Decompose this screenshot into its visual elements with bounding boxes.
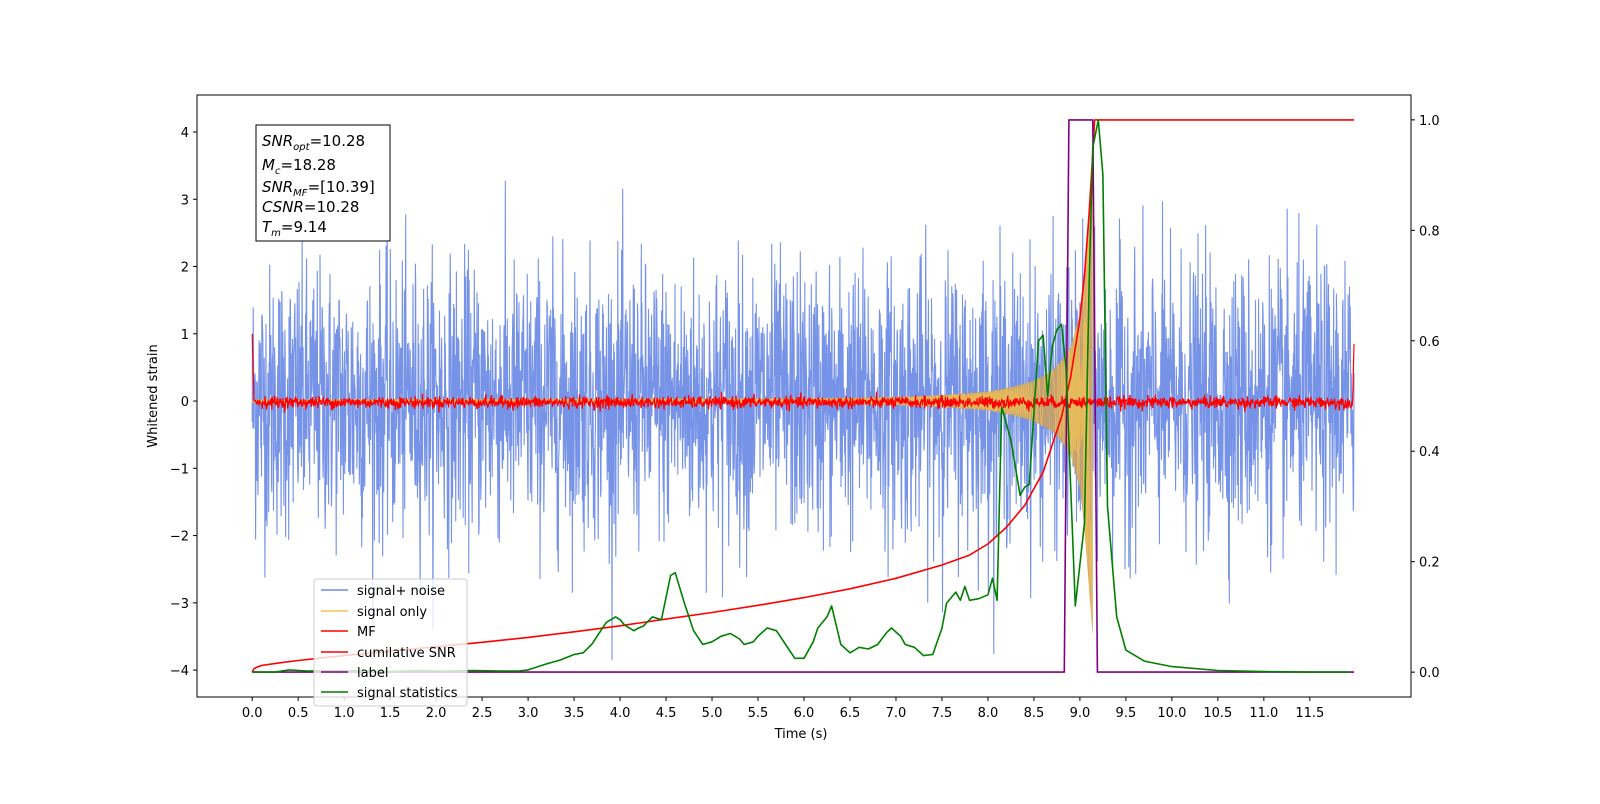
x-tick-label: 5.5 xyxy=(748,706,769,721)
x-tick-label: 9.5 xyxy=(1116,706,1137,721)
x-tick-label: 2.5 xyxy=(472,706,493,721)
legend-label-signal-only: signal only xyxy=(357,605,427,620)
annotation-snr-opt-value: =10.28 xyxy=(310,132,366,150)
mf-line xyxy=(251,333,1355,413)
y-tick-label: 4 xyxy=(181,126,189,141)
annotation-snr-opt-main: SNR xyxy=(262,132,293,150)
legend-label-label: label xyxy=(357,666,388,681)
x-tick-label: 8.5 xyxy=(1024,706,1045,721)
y-axis-ticks: 4 3 2 1 0 −1 −2 −3 −4 xyxy=(170,126,197,679)
annotation-csnr-value: =10.28 xyxy=(304,198,360,216)
annotation-snr-mf: SNRMF=[10.39] xyxy=(262,178,375,199)
series-signal-noise xyxy=(251,180,1355,661)
annotation-snr-opt-sub: opt xyxy=(293,142,310,153)
y2-tick-label: 0.8 xyxy=(1419,224,1440,239)
legend: signal+ noise signal only MF cumilative … xyxy=(313,578,468,707)
x-tick-label: 10.0 xyxy=(1157,706,1186,721)
y2-tick-label: 0.0 xyxy=(1419,666,1440,681)
x-tick-label: 3.5 xyxy=(564,706,585,721)
x-axis-ticks: 0.0 0.5 1.0 1.5 2.0 2.5 3.0 3.5 4.0 4.5 5.0 5.5 6.0 6… xyxy=(242,697,1324,721)
x-tick-label: 7.0 xyxy=(886,706,907,721)
legend-label-signal-noise: signal+ noise xyxy=(357,584,445,599)
annotation-snr-opt: SNRopt=10.28 xyxy=(262,132,365,153)
annotation-mc-main: M xyxy=(262,156,275,174)
legend-label-signal-statistics: signal statistics xyxy=(357,686,458,701)
x-tick-label: 4.5 xyxy=(656,706,677,721)
series-label xyxy=(252,119,1354,673)
y2-axis-ticks: 1.0 0.8 0.6 0.4 0.2 0.0 xyxy=(1411,114,1440,681)
x-tick-label: 0.5 xyxy=(288,706,309,721)
annotation-tm-sub: m xyxy=(271,228,281,239)
legend-label-cumulative-snr: cumilative SNR xyxy=(357,646,456,661)
x-tick-label: 2.0 xyxy=(426,706,447,721)
x-tick-label: 11.0 xyxy=(1249,706,1278,721)
x-tick-label: 1.5 xyxy=(380,706,401,721)
stats-annotation-box: SNRopt=10.28 Mc=18.28 SNRMF=[10.39] CSNR… xyxy=(255,124,391,242)
y-tick-label: 1 xyxy=(181,328,189,343)
x-tick-label: 8.0 xyxy=(978,706,999,721)
y-axis-label: Whitened strain xyxy=(146,344,161,447)
annotation-tm-main: T xyxy=(262,218,273,236)
y-tick-label: −4 xyxy=(170,664,189,679)
signal-noise-line xyxy=(251,180,1355,661)
series-mf xyxy=(251,333,1355,413)
annotation-snr-mf-main: SNR xyxy=(262,178,293,196)
series-signal-statistics xyxy=(252,119,1349,673)
label-line xyxy=(252,119,1354,673)
x-tick-label: 1.0 xyxy=(334,706,355,721)
x-axis-label: Time (s) xyxy=(774,727,828,742)
y-tick-label: −2 xyxy=(170,530,189,545)
y2-tick-label: 1.0 xyxy=(1419,114,1440,129)
y2-tick-label: 0.4 xyxy=(1419,445,1440,460)
x-tick-label: 11.5 xyxy=(1295,706,1324,721)
annotation-snr-mf-value: =[10.39] xyxy=(308,178,375,196)
y-tick-label: −3 xyxy=(170,597,189,612)
x-tick-label: 0.0 xyxy=(242,706,263,721)
x-tick-label: 4.0 xyxy=(610,706,631,721)
annotation-mc-sub: c xyxy=(275,166,281,177)
legend-label-mf: MF xyxy=(357,625,376,640)
y-tick-label: 3 xyxy=(181,193,189,208)
x-tick-label: 6.0 xyxy=(794,706,815,721)
y-tick-label: 0 xyxy=(181,395,189,410)
x-tick-label: 5.0 xyxy=(702,706,723,721)
x-tick-label: 3.0 xyxy=(518,706,539,721)
annotation-csnr: CSNR=10.28 xyxy=(262,198,359,216)
y2-tick-label: 0.6 xyxy=(1419,335,1440,350)
y-tick-label: −1 xyxy=(170,462,189,477)
annotation-tm: Tm=9.14 xyxy=(262,218,327,239)
y2-tick-label: 0.2 xyxy=(1419,556,1440,571)
signal-statistics-line xyxy=(252,119,1349,673)
annotation-snr-mf-sub: MF xyxy=(293,188,308,199)
annotation-csnr-main: CSNR xyxy=(262,198,304,216)
x-tick-label: 9.0 xyxy=(1070,706,1091,721)
annotation-mc-value: =18.28 xyxy=(280,156,336,174)
legend-frame xyxy=(313,578,468,707)
annotation-frame xyxy=(255,124,391,242)
y-tick-label: 2 xyxy=(181,261,189,276)
x-tick-label: 10.5 xyxy=(1203,706,1232,721)
x-tick-label: 7.5 xyxy=(932,706,953,721)
x-tick-label: 6.5 xyxy=(840,706,861,721)
annotation-mc: Mc=18.28 xyxy=(262,156,336,177)
annotation-tm-value: =9.14 xyxy=(281,218,327,236)
